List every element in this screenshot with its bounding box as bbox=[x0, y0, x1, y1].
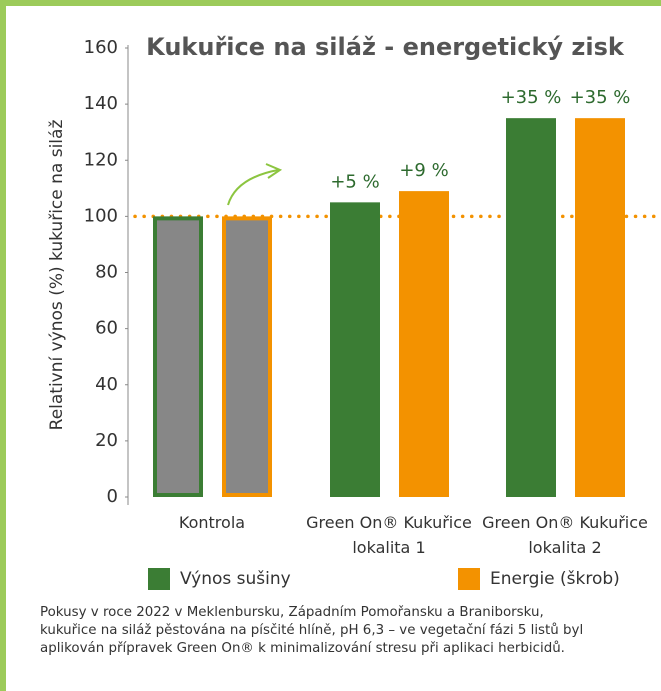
bar bbox=[222, 216, 272, 497]
chart-title: Kukuřice na siláž - energetický zisk bbox=[146, 33, 625, 61]
y-tick-label: 80 bbox=[95, 262, 118, 283]
legend-swatch bbox=[458, 568, 480, 590]
footnote: Pokusy v roce 2022 v Meklenbursku, Západ… bbox=[40, 604, 583, 658]
bar bbox=[330, 202, 380, 497]
footnote-line: Pokusy v roce 2022 v Meklenbursku, Západ… bbox=[40, 605, 544, 620]
y-tick-label: 60 bbox=[95, 318, 118, 339]
legend-item: Energie (škrob) bbox=[458, 568, 620, 590]
x-tick-label: Green On® Kukuřice lokalita 1 bbox=[306, 513, 472, 557]
value-label: +35 % bbox=[501, 87, 562, 108]
legend-label: Energie (škrob) bbox=[490, 569, 620, 589]
value-label: +35 % bbox=[570, 87, 631, 108]
y-tick-label: 160 bbox=[84, 37, 118, 58]
legend-swatch bbox=[148, 568, 170, 590]
legend-item: Výnos sušiny bbox=[148, 568, 291, 590]
value-label: +9 % bbox=[399, 160, 448, 181]
bar bbox=[506, 118, 556, 497]
bar bbox=[575, 118, 625, 497]
y-tick-label: 20 bbox=[95, 430, 118, 451]
footnote-line: aplikován přípravek Green On® k minimali… bbox=[40, 641, 565, 656]
y-tick-label: 140 bbox=[84, 93, 118, 114]
y-tick-label: 120 bbox=[84, 149, 118, 170]
x-tick-label: Kontrola bbox=[178, 513, 246, 532]
footnote-line: kukuřice na siláž pěstována na písčité h… bbox=[40, 623, 584, 638]
legend-label: Výnos sušiny bbox=[180, 569, 291, 589]
y-tick-label: 100 bbox=[84, 205, 118, 226]
x-tick-label: Green On® Kukuřice lokalita 2 bbox=[482, 513, 648, 557]
arrow-head bbox=[265, 163, 283, 179]
y-axis-label: Relativní výnos (%) kukuřice na siláž bbox=[47, 120, 67, 431]
arrow bbox=[227, 169, 279, 206]
value-label: +5 % bbox=[330, 171, 379, 192]
bar bbox=[399, 191, 449, 497]
y-tick-label: 40 bbox=[95, 374, 118, 395]
y-tick-label: 0 bbox=[107, 486, 118, 507]
bar bbox=[153, 216, 203, 497]
